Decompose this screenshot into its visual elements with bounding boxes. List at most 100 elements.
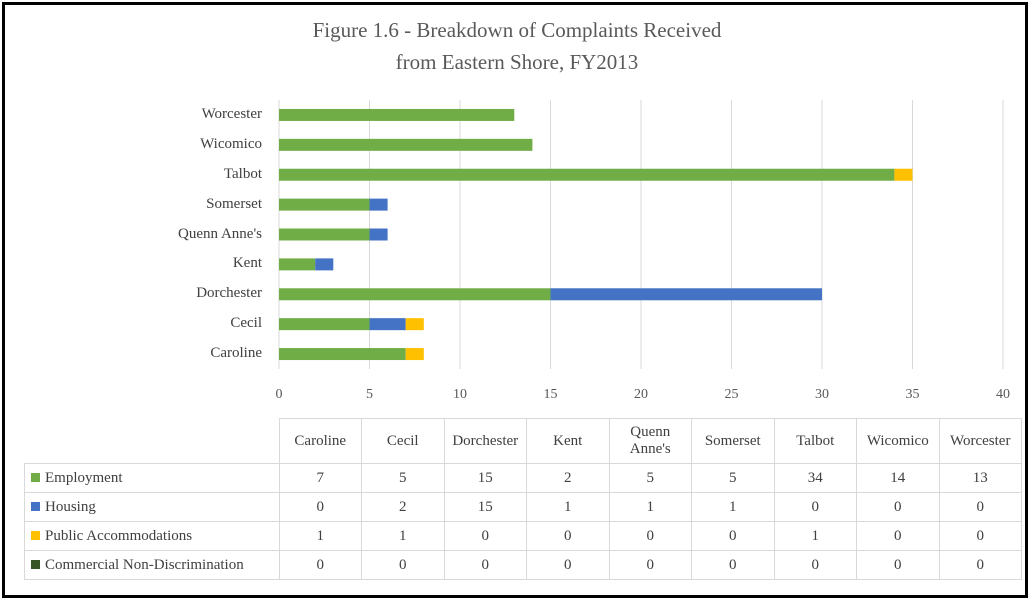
table-cell: 1 <box>773 521 857 551</box>
table-cell: 5 <box>361 463 445 493</box>
table-cell: 0 <box>608 550 692 580</box>
bar-public-accommodations-talbot <box>894 168 913 181</box>
table-row: Housing 0 2 15 1 1 1 0 0 0 <box>24 492 1022 522</box>
table-cell: 13 <box>938 463 1022 493</box>
table-column-header: Somerset <box>691 418 775 464</box>
table-cell: 0 <box>773 550 857 580</box>
table-cell: 0 <box>938 521 1022 551</box>
bar-public-accommodations-cecil <box>405 318 424 331</box>
x-tick-label: 5 <box>366 387 373 402</box>
table-cell: 0 <box>526 521 610 551</box>
table-cell: 15 <box>443 463 527 493</box>
table-cell: 0 <box>608 521 692 551</box>
category-label: Talbot <box>223 165 262 182</box>
legend-label: Public Accommodations <box>45 527 193 544</box>
legend-label: Commercial Non-Discrimination <box>45 556 244 573</box>
table-cell: 0 <box>856 492 940 522</box>
table-column-header: Quenn Anne's <box>608 418 692 464</box>
table-cell: 0 <box>526 550 610 580</box>
table-column-header: Dorchester <box>443 418 527 464</box>
table-cell: 0 <box>691 521 775 551</box>
bar-employment-somerset <box>279 198 370 211</box>
chart-subtitle: from Eastern Shore, FY2013 <box>395 50 639 74</box>
legend-key <box>31 472 40 482</box>
table-row-header: Housing <box>24 492 280 522</box>
category-label: Worcester <box>201 105 262 122</box>
table-cell: 7 <box>278 463 362 493</box>
chart-plot: 0 5 10 15 20 25 30 35 40 <box>276 100 1010 402</box>
chart-title: Figure 1.6 - Breakdown of Complaints Rec… <box>312 18 722 42</box>
table-column-header: Wicomico <box>856 418 940 464</box>
table-row-header: Employment <box>24 463 280 493</box>
table-cell: 1 <box>608 492 692 522</box>
table-cell: 0 <box>443 550 527 580</box>
bar-employment-dorchester <box>279 288 551 301</box>
table-cell: 0 <box>278 492 362 522</box>
table-cell: 1 <box>278 521 362 551</box>
table-cell: 14 <box>856 463 940 493</box>
table-cell: 0 <box>856 521 940 551</box>
category-label: Caroline <box>210 345 262 362</box>
x-tick-label: 40 <box>996 387 1010 402</box>
legend-label: Employment <box>45 469 123 486</box>
category-label: Somerset <box>206 195 262 212</box>
x-tick-label: 0 <box>276 387 283 402</box>
category-label: Quenn Anne's <box>178 225 262 242</box>
category-label: Wicomico <box>200 135 262 152</box>
table-cell: 5 <box>608 463 692 493</box>
bar-housing-kent <box>315 258 334 271</box>
table-cell: 15 <box>443 492 527 522</box>
data-table: Caroline Cecil Dorchester Kent Quenn Anne's So… <box>24 418 1022 580</box>
table-cell: 0 <box>278 550 362 580</box>
table-cell: 1 <box>526 492 610 522</box>
table-row-header: Commercial Non-Discrimination <box>24 550 280 580</box>
x-tick-label: 35 <box>906 387 920 402</box>
bar-employment-caroline <box>279 348 406 361</box>
table-row: Commercial Non-Discrimination 0 0 0 0 0 0 0 0 0 <box>24 550 1022 580</box>
table-column-header: Worcester <box>938 418 1022 464</box>
table-cell: 2 <box>526 463 610 493</box>
x-tick-label: 25 <box>725 387 739 402</box>
x-tick-label: 15 <box>544 387 558 402</box>
bar-housing-quenn-anne-s <box>369 228 388 241</box>
legend-key <box>31 559 40 569</box>
bar-public-accommodations-caroline <box>405 348 424 361</box>
table-corner <box>24 418 280 464</box>
table-cell: 34 <box>773 463 857 493</box>
legend-key <box>31 501 40 511</box>
legend-label: Housing <box>45 498 96 515</box>
table-column-header: Talbot <box>773 418 857 464</box>
category-label: Kent <box>232 255 262 272</box>
table-cell: 1 <box>691 492 775 522</box>
category-label: Cecil <box>230 315 262 332</box>
bar-employment-worcester <box>279 108 515 121</box>
table-row: Public Accommodations 1 1 0 0 0 0 1 0 0 <box>24 521 1022 551</box>
bar-housing-somerset <box>369 198 388 211</box>
bar-employment-talbot <box>279 168 895 181</box>
table-cell: 1 <box>361 521 445 551</box>
x-tick-label: 20 <box>634 387 648 402</box>
table-column-header: Caroline <box>278 418 362 464</box>
bar-housing-dorchester <box>550 288 822 301</box>
bar-housing-cecil <box>369 318 406 331</box>
table-cell: 0 <box>691 550 775 580</box>
table-cell: 0 <box>856 550 940 580</box>
category-label: Dorchester <box>196 285 262 302</box>
x-tick-label: 30 <box>815 387 829 402</box>
table-cell: 0 <box>938 492 1022 522</box>
bar-employment-quenn-anne-s <box>279 228 370 241</box>
table-row-header: Public Accommodations <box>24 521 280 551</box>
bar-employment-kent <box>279 258 316 271</box>
bar-employment-wicomico <box>279 138 533 151</box>
table-cell: 0 <box>938 550 1022 580</box>
bar-employment-cecil <box>279 318 370 331</box>
legend-key <box>31 530 40 540</box>
table-cell: 5 <box>691 463 775 493</box>
table-cell: 0 <box>443 521 527 551</box>
table-column-header: Kent <box>526 418 610 464</box>
table-cell: 2 <box>361 492 445 522</box>
table-cell: 0 <box>773 492 857 522</box>
table-row: Employment 7 5 15 2 5 5 34 14 13 <box>24 463 1022 493</box>
table-column-header: Cecil <box>361 418 445 464</box>
x-tick-label: 10 <box>453 387 467 402</box>
